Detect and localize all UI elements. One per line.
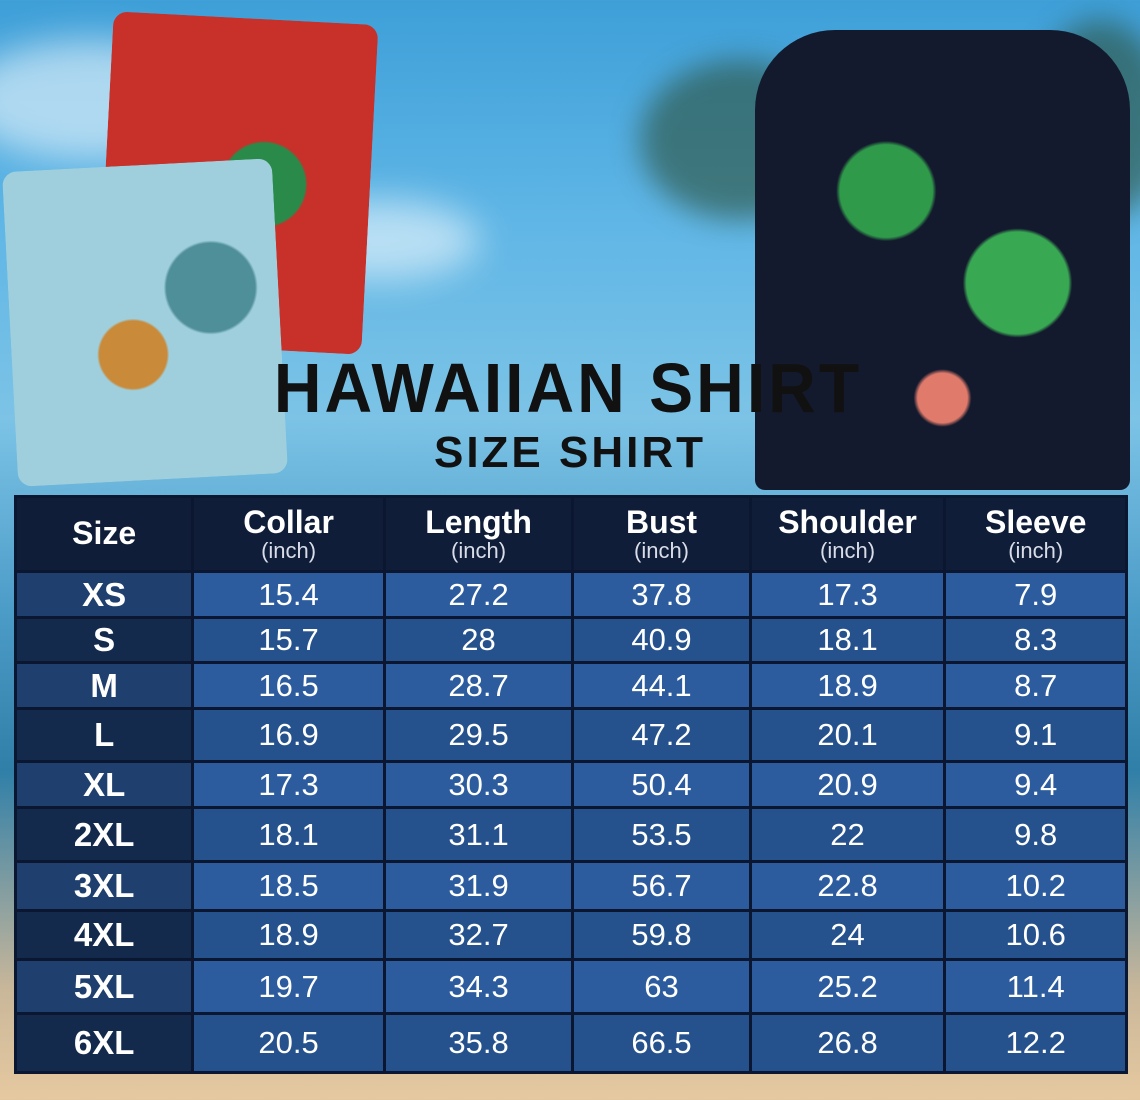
measurement-cell: 27.2 (382, 570, 575, 619)
measurement-cell: 16.9 (191, 707, 386, 763)
size-cell: 5XL (13, 958, 195, 1015)
page-subtitle: SIZE SHIRT (433, 428, 707, 477)
size-cell: 2XL (13, 806, 195, 863)
column-unit: (inch) (820, 538, 876, 564)
table-row: XS 15.4 27.2 37.8 17.3 7.9 (13, 570, 1128, 619)
measurement-cell: 59.8 (571, 909, 752, 961)
measurement-cell: 28.7 (382, 661, 575, 710)
measurement-cell: 20.5 (191, 1012, 386, 1074)
table-row: L 16.9 29.5 47.2 20.1 9.1 (13, 707, 1128, 763)
measurement-cell: 24 (748, 909, 947, 961)
measurement-cell: 9.4 (943, 760, 1128, 809)
size-cell: 3XL (13, 860, 195, 912)
measurement-cell: 56.7 (571, 860, 752, 912)
measurement-cell: 63 (571, 958, 752, 1015)
measurement-cell: 66.5 (571, 1012, 752, 1074)
column-header-collar: Collar (inch) (191, 495, 386, 573)
column-header-shoulder: Shoulder (inch) (748, 495, 947, 573)
measurement-cell: 47.2 (571, 707, 752, 763)
measurement-cell: 10.2 (943, 860, 1128, 912)
measurement-cell: 18.1 (748, 616, 947, 664)
table-row: 4XL 18.9 32.7 59.8 24 10.6 (13, 909, 1128, 961)
size-cell: 6XL (13, 1012, 195, 1074)
measurement-cell: 28 (382, 616, 575, 664)
table-row: 2XL 18.1 31.1 53.5 22 9.8 (13, 806, 1128, 863)
column-label: Size (72, 515, 137, 552)
measurement-cell: 9.1 (943, 707, 1128, 763)
measurement-cell: 40.9 (571, 616, 752, 664)
measurement-cell: 31.9 (382, 860, 575, 912)
measurement-cell: 53.5 (571, 806, 752, 863)
column-unit: (inch) (634, 538, 690, 564)
model-flamingo-shirt-image (755, 30, 1130, 490)
column-label: Shoulder (778, 503, 917, 540)
column-header-bust: Bust (inch) (571, 495, 752, 573)
measurement-cell: 12.2 (943, 1012, 1128, 1074)
size-table: Size Collar (inch) Length (inch) Bust (inch) Sh… (13, 495, 1128, 1074)
measurement-cell: 9.8 (943, 806, 1128, 863)
measurement-cell: 20.1 (748, 707, 947, 763)
measurement-cell: 19.7 (191, 958, 386, 1015)
measurement-cell: 7.9 (943, 570, 1128, 619)
measurement-cell: 8.7 (943, 661, 1128, 710)
size-cell: S (13, 616, 195, 664)
size-cell: M (13, 661, 195, 710)
size-cell: L (13, 707, 195, 763)
size-cell: 4XL (13, 909, 195, 961)
column-header-length: Length (inch) (382, 495, 575, 573)
measurement-cell: 10.6 (943, 909, 1128, 961)
measurement-cell: 30.3 (382, 760, 575, 809)
measurement-cell: 22.8 (748, 860, 947, 912)
column-header-sleeve: Sleeve (inch) (943, 495, 1128, 573)
measurement-cell: 26.8 (748, 1012, 947, 1074)
column-label: Length (425, 503, 532, 540)
measurement-cell: 17.3 (191, 760, 386, 809)
measurement-cell: 50.4 (571, 760, 752, 809)
measurement-cell: 32.7 (382, 909, 575, 961)
measurement-cell: 25.2 (748, 958, 947, 1015)
measurement-cell: 18.1 (191, 806, 386, 863)
measurement-cell: 15.7 (191, 616, 386, 664)
column-unit: (inch) (1008, 538, 1064, 564)
size-cell: XS (13, 570, 195, 619)
table-row: 6XL 20.5 35.8 66.5 26.8 12.2 (13, 1012, 1128, 1074)
measurement-cell: 31.1 (382, 806, 575, 863)
column-label: Collar (243, 503, 334, 540)
measurement-cell: 22 (748, 806, 947, 863)
table-row: XL 17.3 30.3 50.4 20.9 9.4 (13, 760, 1128, 809)
column-label: Bust (625, 503, 698, 540)
table-row: M 16.5 28.7 44.1 18.9 8.7 (13, 661, 1128, 710)
table-row: 3XL 18.5 31.9 56.7 22.8 10.2 (13, 860, 1128, 912)
measurement-cell: 37.8 (571, 570, 752, 619)
column-unit: (inch) (261, 538, 317, 564)
measurement-cell: 18.9 (748, 661, 947, 710)
measurement-cell: 17.3 (748, 570, 947, 619)
table-row: 5XL 19.7 34.3 63 25.2 11.4 (13, 958, 1128, 1015)
measurement-cell: 16.5 (191, 661, 386, 710)
measurement-cell: 11.4 (943, 958, 1128, 1015)
column-unit: (inch) (451, 538, 507, 564)
column-label: Sleeve (984, 503, 1087, 540)
measurement-cell: 15.4 (191, 570, 386, 619)
measurement-cell: 20.9 (748, 760, 947, 809)
page-title: HAWAIIAN SHIRT (273, 349, 863, 427)
measurement-cell: 18.9 (191, 909, 386, 961)
table-row: S 15.7 28 40.9 18.1 8.3 (13, 616, 1128, 664)
measurement-cell: 35.8 (382, 1012, 575, 1074)
measurement-cell: 18.5 (191, 860, 386, 912)
column-header-size: Size (13, 495, 195, 573)
header-row: Size Collar (inch) Length (inch) Bust (inch) Sh… (13, 495, 1128, 573)
measurement-cell: 44.1 (571, 661, 752, 710)
size-cell: XL (13, 760, 195, 809)
measurement-cell: 29.5 (382, 707, 575, 763)
measurement-cell: 8.3 (943, 616, 1128, 664)
measurement-cell: 34.3 (382, 958, 575, 1015)
